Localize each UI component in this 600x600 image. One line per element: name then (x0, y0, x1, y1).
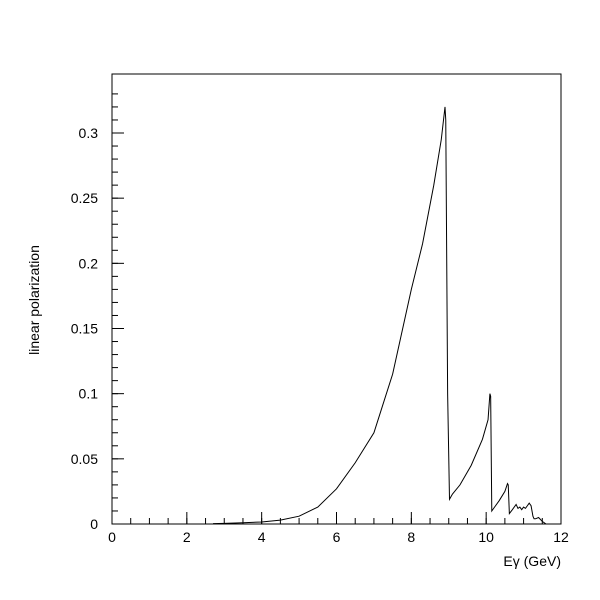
x-tick-label: 6 (333, 529, 341, 545)
y-tick-label: 0.25 (71, 190, 98, 206)
x-axis-ticks (111, 512, 562, 524)
x-tick-label: 2 (183, 529, 191, 545)
x-axis-title: Eγ (GeV) (503, 553, 561, 569)
y-tick-label: 0.05 (71, 451, 98, 467)
x-tick-label: 8 (407, 529, 415, 545)
y-minor-ticks (112, 93, 118, 525)
y-tick-label: 0.1 (79, 386, 99, 402)
x-tick-label: 4 (258, 529, 266, 545)
x-tick-label: 10 (478, 529, 494, 545)
y-tick-label: 0.2 (79, 255, 99, 271)
y-tick-label: 0.15 (71, 321, 98, 337)
y-tick-label: 0 (90, 516, 98, 532)
y-tick-label: 0.3 (79, 125, 99, 141)
y-axis-tick-labels: 0 0.05 0.1 0.15 0.2 0.25 0.3 (71, 125, 98, 532)
plot-frame (111, 73, 562, 525)
y-axis-ticks (112, 132, 124, 525)
x-tick-label: 12 (553, 529, 569, 545)
x-axis-tick-labels: 0 2 4 6 8 10 12 (108, 529, 569, 545)
y-axis-title: linear polarization (26, 245, 42, 355)
x-tick-label: 0 (108, 529, 116, 545)
series-line (213, 106, 547, 525)
